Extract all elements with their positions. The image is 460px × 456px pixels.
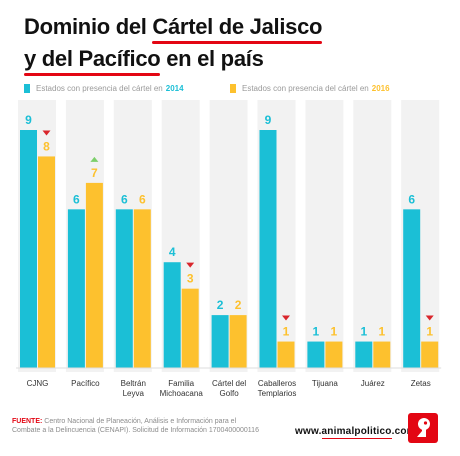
data-label-2014-7: 1 (360, 325, 367, 339)
bar-2016-7 (373, 341, 391, 368)
bar-2016-2 (133, 209, 151, 368)
category-label-4: Cártel del Golfo (212, 379, 246, 398)
bar-2014-4 (211, 315, 229, 368)
legend-item-2014: Estados con presencia del cártel en 2014 (24, 84, 184, 93)
data-label-2014-5: 9 (265, 113, 272, 127)
bar-2014-6 (307, 341, 325, 368)
bar-2014-7 (355, 341, 373, 368)
bar-2016-1 (85, 182, 103, 368)
down-arrow-icon-0 (42, 130, 51, 136)
site-url: www.animalpolitico.com (295, 426, 416, 437)
category-label-7: Juárez (361, 379, 385, 388)
data-label-2014-6: 1 (313, 325, 320, 339)
bar-2016-4 (229, 315, 247, 368)
data-label-2016-2: 6 (139, 192, 146, 206)
data-label-2014-8: 6 (408, 192, 415, 206)
source-footnote: FUENTE: Centro Nacional de Planeación, A… (12, 418, 262, 435)
legend-item-2016: Estados con presencia del cártel en 2016 (230, 84, 390, 93)
data-label-2016-6: 1 (331, 325, 338, 339)
url-prefix: www. (295, 426, 322, 437)
category-label-8: Zetas (411, 379, 431, 388)
bar-2014-2 (115, 209, 133, 368)
down-arrow-icon-3 (186, 262, 195, 268)
up-arrow-icon-1 (90, 156, 99, 162)
bar-2014-0 (20, 130, 37, 368)
category-label-5: Caballeros Templarios (258, 379, 297, 398)
category-label-2: Beltrán Leyva (121, 379, 146, 398)
bar-2014-3 (163, 262, 181, 368)
title-plain-2: en el país (160, 46, 264, 71)
data-label-2014-2: 6 (121, 192, 128, 206)
bar-2016-0 (38, 156, 55, 368)
animal-politico-logo-icon (408, 413, 438, 443)
column-background-7 (353, 100, 392, 372)
category-label-6: Tijuana (312, 379, 338, 388)
data-label-2014-1: 6 (73, 192, 80, 206)
legend-swatch-2016 (230, 84, 236, 93)
category-label-1: Pacífico (71, 379, 100, 388)
title-highlight-1: Cártel de Jalisco (152, 14, 323, 44)
title-highlight-2: y del Pacífico (24, 46, 161, 76)
column-background-6 (305, 100, 344, 372)
data-label-2016-1: 7 (91, 166, 98, 180)
down-arrow-icon-5 (282, 315, 290, 321)
title-plain-1: Dominio del (24, 14, 153, 39)
url-highlight: animalpolitico (321, 426, 392, 437)
data-label-2016-0: 8 (43, 139, 50, 153)
bar-2016-3 (181, 288, 199, 368)
down-arrow-icon-8 (425, 315, 434, 321)
bar-2014-8 (403, 209, 421, 368)
bar-2016-5 (277, 341, 295, 368)
legend-label-2014: Estados con presencia del cártel en (36, 84, 163, 93)
data-label-2016-5: 1 (283, 325, 290, 339)
data-label-2016-7: 1 (378, 325, 385, 339)
bar-2014-1 (67, 209, 85, 368)
legend-swatch-2014 (24, 84, 30, 93)
category-label-3: Familia Michoacana (160, 379, 204, 398)
bar-2016-6 (325, 341, 343, 368)
data-label-2016-3: 3 (187, 272, 194, 286)
source-text: Centro Nacional de Planeación, Análisis … (12, 418, 259, 434)
data-label-2016-8: 1 (426, 325, 433, 339)
chart-title-line-1: Dominio del Cártel de Jalisco (24, 14, 323, 44)
category-label-0: CJNG (27, 379, 49, 388)
data-label-2014-3: 4 (169, 245, 176, 259)
url-suffix: .com (391, 426, 416, 437)
chart-title-line-2: y del Pacífico en el país (24, 46, 264, 76)
legend-label-2016: Estados con presencia del cártel en (242, 84, 369, 93)
bar-2014-5 (259, 130, 277, 368)
bar-2016-8 (421, 341, 439, 368)
source-label: FUENTE: (12, 418, 43, 425)
data-label-2014-4: 2 (217, 298, 224, 312)
data-label-2016-4: 2 (235, 298, 242, 312)
data-label-2014-0: 9 (25, 113, 32, 127)
legend-year-2016: 2016 (371, 84, 390, 93)
legend-year-2014: 2014 (165, 84, 184, 93)
chart-legend: Estados con presencia del cártel en 2014… (24, 84, 450, 98)
